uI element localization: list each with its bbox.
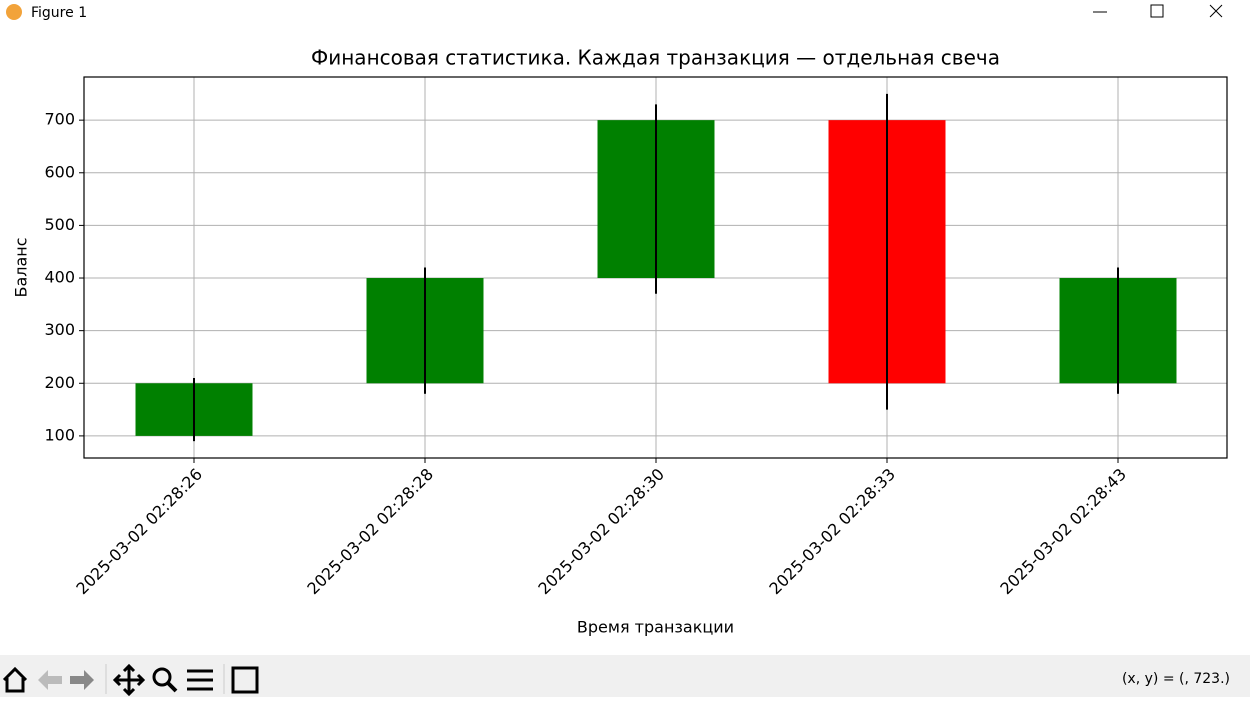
save-button[interactable] <box>231 666 259 694</box>
x-axis-label: Время транзакции <box>577 618 734 637</box>
chart-title: Финансовая статистика. Каждая транзакция… <box>311 46 1000 70</box>
y-tick-label: 300 <box>44 320 75 339</box>
y-tick-label: 100 <box>44 425 75 444</box>
x-tick-label: 2025-03-02 02:28:26 <box>72 465 206 599</box>
app-icon <box>6 4 22 20</box>
home-button[interactable] <box>2 666 28 693</box>
pan-button[interactable] <box>112 663 146 697</box>
configure-button[interactable] <box>187 669 213 691</box>
back-button[interactable] <box>38 670 62 690</box>
y-tick-label: 400 <box>44 268 75 287</box>
y-tick-label: 500 <box>44 215 75 234</box>
plot: Финансовая статистика. Каждая транзакция… <box>12 46 1228 637</box>
y-tick-label: 600 <box>44 162 75 181</box>
x-tick-label: 2025-03-02 02:28:43 <box>996 465 1130 599</box>
close-button[interactable] <box>1209 4 1223 18</box>
y-axis-label: Баланс <box>12 237 31 297</box>
forward-button[interactable] <box>70 670 94 690</box>
y-tick-label: 200 <box>44 373 75 392</box>
x-tick-label: 2025-03-02 02:28:33 <box>765 465 899 599</box>
toolbar <box>0 655 1250 697</box>
window-title: Figure 1 <box>31 5 87 21</box>
y-tick-label: 700 <box>44 110 75 129</box>
title-bar <box>0 0 1250 30</box>
maximize-button[interactable] <box>1150 4 1164 18</box>
x-tick-label: 2025-03-02 02:28:28 <box>303 465 437 599</box>
zoom-button[interactable] <box>152 667 172 687</box>
status-text: (x, y) = (, 723.) <box>1122 671 1230 687</box>
zoom-handle <box>166 681 178 693</box>
x-tick-label: 2025-03-02 02:28:30 <box>534 465 668 599</box>
axes-frame <box>83 76 1228 459</box>
